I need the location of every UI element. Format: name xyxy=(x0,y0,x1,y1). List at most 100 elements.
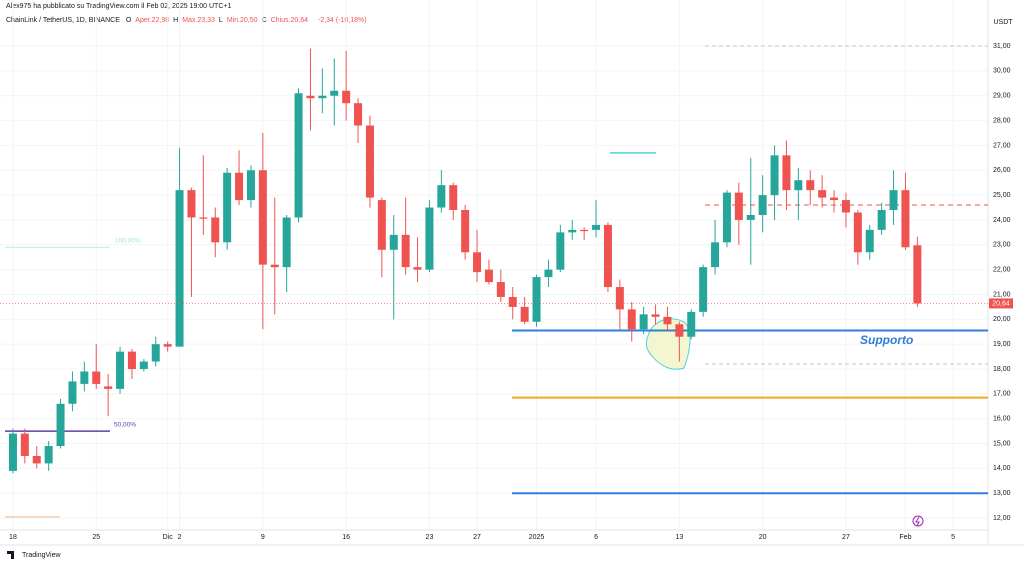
candle-body xyxy=(711,242,720,268)
published-note: Alex975 ha pubblicato su TradingView.com… xyxy=(6,3,232,10)
candle-body xyxy=(246,170,255,201)
candle-body xyxy=(68,381,77,404)
candle-body xyxy=(556,232,565,270)
candle-body xyxy=(342,90,351,104)
x-tick-label: 9 xyxy=(261,534,265,541)
y-tick-label: 15,00 xyxy=(993,440,1011,447)
ohlc-value: Aper.22,98 xyxy=(135,17,170,24)
ohlc-value: Chius.20,64 xyxy=(270,17,308,24)
y-tick-label: 24,00 xyxy=(993,217,1011,224)
event-icon[interactable] xyxy=(912,515,924,527)
change: -2,34 (-10,18%) xyxy=(317,17,367,24)
candle-body xyxy=(20,433,29,456)
candle-body xyxy=(80,371,89,384)
candle-body xyxy=(223,172,232,243)
candle-body xyxy=(675,324,684,337)
support-label: Supporto xyxy=(860,333,913,347)
candle-body xyxy=(889,190,898,211)
y-tick-label: 26,00 xyxy=(993,167,1011,174)
candle-body xyxy=(508,296,517,307)
x-tick-label: 27 xyxy=(842,534,850,541)
ohlc-key: C xyxy=(261,17,267,24)
candle-body xyxy=(199,217,208,219)
x-tick-label: 20 xyxy=(759,534,767,541)
ohlc-key: L xyxy=(218,17,223,24)
candle-body xyxy=(746,214,755,220)
candle-body xyxy=(282,217,291,268)
candle-body xyxy=(44,446,53,464)
price-tag xyxy=(989,298,1013,309)
candle-body xyxy=(175,190,184,347)
y-tick-label: 20,00 xyxy=(993,316,1011,323)
ohlc-value: Min.20,50 xyxy=(226,17,258,24)
y-tick-label: 23,00 xyxy=(993,242,1011,249)
candle-body xyxy=(544,269,553,278)
y-tick-label: 30,00 xyxy=(993,68,1011,75)
candle-body xyxy=(401,234,410,268)
candle-body xyxy=(318,95,327,99)
candle-body xyxy=(782,155,791,191)
y-tick-label: 27,00 xyxy=(993,142,1011,149)
y-tick-label: 19,00 xyxy=(993,341,1011,348)
candle-body xyxy=(425,207,434,270)
y-tick-label: 22,00 xyxy=(993,266,1011,273)
candle-body xyxy=(687,311,696,337)
candle-body xyxy=(818,190,827,198)
x-tick-label: 25 xyxy=(92,534,100,541)
candle-body xyxy=(258,170,267,265)
candle-body xyxy=(139,361,148,370)
symbol-bar: ChainLink / TetherUS, 1D, BINANCE O Aper.… xyxy=(6,17,371,24)
candle-body xyxy=(532,277,541,322)
candle-body xyxy=(211,217,220,243)
candle-body xyxy=(187,190,196,218)
candle-body xyxy=(461,210,470,253)
candle-body xyxy=(841,200,850,213)
ohlc: O Aper.22,98 H Max.23,33 L Min.20,50 C Chius.20… xyxy=(126,17,312,24)
candle-body xyxy=(639,314,648,330)
candle-body xyxy=(520,306,529,322)
candle-body xyxy=(699,267,708,312)
candle-body xyxy=(92,371,101,384)
y-tick-label: 25,00 xyxy=(993,192,1011,199)
brand: TradingView xyxy=(22,552,61,559)
y-tick-label: 17,00 xyxy=(993,391,1011,398)
candle-body xyxy=(473,252,482,273)
x-tick-label: 16 xyxy=(342,534,350,541)
event-icon-bolt xyxy=(915,516,920,527)
candle-body xyxy=(722,192,731,243)
price-tag-label: 20,64 xyxy=(992,300,1010,307)
x-tick-label: 2025 xyxy=(529,534,545,541)
candle-body xyxy=(901,190,910,248)
candle-body xyxy=(568,229,577,233)
brand-logo xyxy=(7,551,14,559)
x-tick-label: 13 xyxy=(675,534,683,541)
candle-body xyxy=(484,269,493,283)
ohlc-key: O xyxy=(125,17,132,24)
candle-body xyxy=(389,234,398,250)
fib-label: 50,00% xyxy=(114,422,136,429)
ohlc-value: Max.23,33 xyxy=(182,17,215,24)
candle-body xyxy=(615,287,624,310)
candle-body xyxy=(877,210,886,230)
candle-body xyxy=(853,212,862,253)
candle-body xyxy=(580,229,589,232)
fib-label: 100,00% xyxy=(115,238,141,245)
candle-body xyxy=(865,229,874,253)
candle-body xyxy=(377,200,386,250)
candle-body xyxy=(770,155,779,196)
candle-body xyxy=(365,125,374,198)
y-tick-label: 31,00 xyxy=(993,43,1011,50)
y-tick-label: 12,00 xyxy=(993,515,1011,522)
candle-body xyxy=(294,93,303,218)
candle-body xyxy=(56,403,65,447)
x-tick-label: 27 xyxy=(473,534,481,541)
candle-body xyxy=(496,282,505,297)
x-tick-label: 23 xyxy=(426,534,434,541)
x-tick-label: 2 xyxy=(178,534,182,541)
candle-body xyxy=(413,267,422,270)
y-tick-label: 14,00 xyxy=(993,465,1011,472)
candle-body xyxy=(151,344,160,362)
candle-body xyxy=(116,351,125,389)
y-tick-label: 29,00 xyxy=(993,93,1011,100)
